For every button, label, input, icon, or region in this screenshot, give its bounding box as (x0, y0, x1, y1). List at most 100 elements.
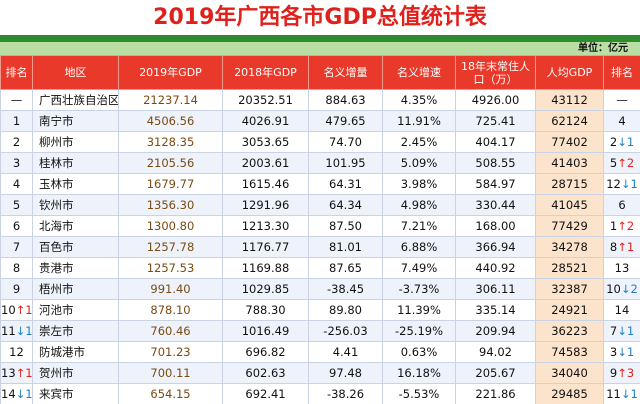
table-cell: 3.98% (382, 173, 456, 195)
rank-change: ↓1 (620, 177, 638, 191)
table-cell: 28521 (535, 257, 604, 279)
column-header: 2018年GDP (222, 55, 309, 90)
table-cell: 64.31 (308, 173, 383, 195)
column-header: 排名 (603, 55, 640, 90)
table-cell: 4.35% (382, 89, 456, 111)
table-cell: 335.14 (455, 299, 536, 321)
table-cell: 32387 (535, 278, 604, 300)
table-cell: 4 (0, 173, 33, 195)
table-cell: 760.46 (118, 320, 223, 342)
column-header: 18年末常住人口（万） (455, 55, 536, 90)
table-cell: 209.94 (455, 320, 536, 342)
table-cell: 20352.51 (222, 89, 309, 111)
table-row: 2 柳州市 3128.35 3053.65 74.70 2.45% 404.17 77402 2… (0, 131, 640, 153)
table-cell: 7.21% (382, 215, 456, 237)
table-cell: 4506.56 (118, 110, 223, 132)
rank-number: 10 (606, 282, 621, 296)
table-cell: 贵港市 (32, 257, 119, 279)
table-cell: 1615.46 (222, 173, 309, 195)
table-cell: 玉林市 (32, 173, 119, 195)
rank-number: 13 (1, 366, 16, 380)
table-cell: 205.67 (455, 362, 536, 384)
table-cell: 5.09% (382, 152, 456, 174)
rank-number: 10 (1, 303, 16, 317)
table-cell: 64.34 (308, 194, 383, 216)
table-cell: 28715 (535, 173, 604, 195)
table-cell: 2 (0, 131, 33, 153)
table-cell: 1257.53 (118, 257, 223, 279)
table-cell: — (603, 89, 640, 111)
table-cell: 440.92 (455, 257, 536, 279)
table-cell: 1029.85 (222, 278, 309, 300)
table-cell: 7.49% (382, 257, 456, 279)
table-cell: 广西壮族自治区 (32, 89, 119, 111)
table-cell: 1291.96 (222, 194, 309, 216)
table-cell: 1356.30 (118, 194, 223, 216)
table-cell: 8 (0, 257, 33, 279)
table-cell: 3↓1 (603, 341, 640, 363)
rank-number: 2 (609, 135, 618, 149)
table-cell: 43112 (535, 89, 604, 111)
table-cell: 11↓1 (603, 383, 640, 404)
table-cell: 10↑1 (0, 299, 33, 321)
table-cell: 11↓1 (0, 320, 33, 342)
table-row: 8 贵港市 1257.53 1169.88 87.65 7.49% 440.92 28521 1… (0, 257, 640, 279)
table-cell: 24921 (535, 299, 604, 321)
table-cell: 16.18% (382, 362, 456, 384)
rank-change: ↓1 (15, 324, 33, 338)
title: 2019年广西各市GDP总值统计表 (153, 5, 487, 30)
table-cell: 700.11 (118, 362, 223, 384)
table-cell: 2.45% (382, 131, 456, 153)
table-cell: 74583 (535, 341, 604, 363)
table-cell: -38.26 (308, 383, 383, 404)
column-header: 排名 (0, 55, 33, 90)
rank-change: ↓2 (620, 282, 638, 296)
table-cell: 4.41 (308, 341, 383, 363)
column-header: 名义增速 (382, 55, 456, 90)
table-row: 14↓1 来宾市 654.15 692.41 -38.26 -5.53% 221.86 294… (0, 383, 640, 404)
table-cell: 97.48 (308, 362, 383, 384)
rank-change: ↓1 (617, 324, 635, 338)
table-cell: 13 (603, 257, 640, 279)
table-cell: 8↑1 (603, 236, 640, 258)
table-row: 1 南宁市 4506.56 4026.91 479.65 11.91% 725.41 6212… (0, 110, 640, 132)
table-cell: 41403 (535, 152, 604, 174)
table-cell: -25.19% (382, 320, 456, 342)
table-cell: 桂林市 (32, 152, 119, 174)
table-row: 7 百色市 1257.78 1176.77 81.01 6.88% 366.94 34278 8… (0, 236, 640, 258)
table-cell: 1169.88 (222, 257, 309, 279)
rank-change: ↓1 (620, 387, 638, 401)
table-cell: 306.11 (455, 278, 536, 300)
table-cell: 2003.61 (222, 152, 309, 174)
rank-number: 8 (609, 240, 618, 254)
table-row: 10↑1 河池市 878.10 788.30 89.80 11.39% 335.14 2492… (0, 299, 640, 321)
table-cell: -256.03 (308, 320, 383, 342)
table-cell: 87.50 (308, 215, 383, 237)
table-cell: 4.98% (382, 194, 456, 216)
table-cell: 防城港市 (32, 341, 119, 363)
table-cell: 3053.65 (222, 131, 309, 153)
table-cell: 34040 (535, 362, 604, 384)
table-row: 3 桂林市 2105.56 2003.61 101.95 5.09% 508.55 41403… (0, 152, 640, 174)
table-cell: 94.02 (455, 341, 536, 363)
table-cell: 654.15 (118, 383, 223, 404)
rank-change: ↓1 (617, 135, 635, 149)
divider (0, 35, 640, 42)
table-cell: 9↑3 (603, 362, 640, 384)
gdp-table: 排名 地区 2019年GDP 2018年GDP 名义增量 名义增速 18年末常住人口（万）人… (0, 55, 640, 404)
table-cell: 1↑2 (603, 215, 640, 237)
table-row: 5 钦州市 1356.30 1291.96 64.34 4.98% 330.44 41045 6 (0, 194, 640, 216)
table-row: 12 防城港市 701.23 696.82 4.41 0.63% 94.02 74583 3↓1 (0, 341, 640, 363)
table-row: — 广西壮族自治区 21237.14 20352.51 884.63 4.35% 4926.… (0, 89, 640, 111)
table-cell: 4026.91 (222, 110, 309, 132)
table-cell: -3.73% (382, 278, 456, 300)
rank-change: ↓1 (15, 387, 33, 401)
table-cell: 62124 (535, 110, 604, 132)
table-cell: 74.70 (308, 131, 383, 153)
rank-change: ↓1 (617, 345, 635, 359)
column-header: 2019年GDP (118, 55, 223, 90)
table-cell: 29485 (535, 383, 604, 404)
table-cell: 878.10 (118, 299, 223, 321)
table-cell: 12 (0, 341, 33, 363)
table-cell: — (0, 89, 33, 111)
